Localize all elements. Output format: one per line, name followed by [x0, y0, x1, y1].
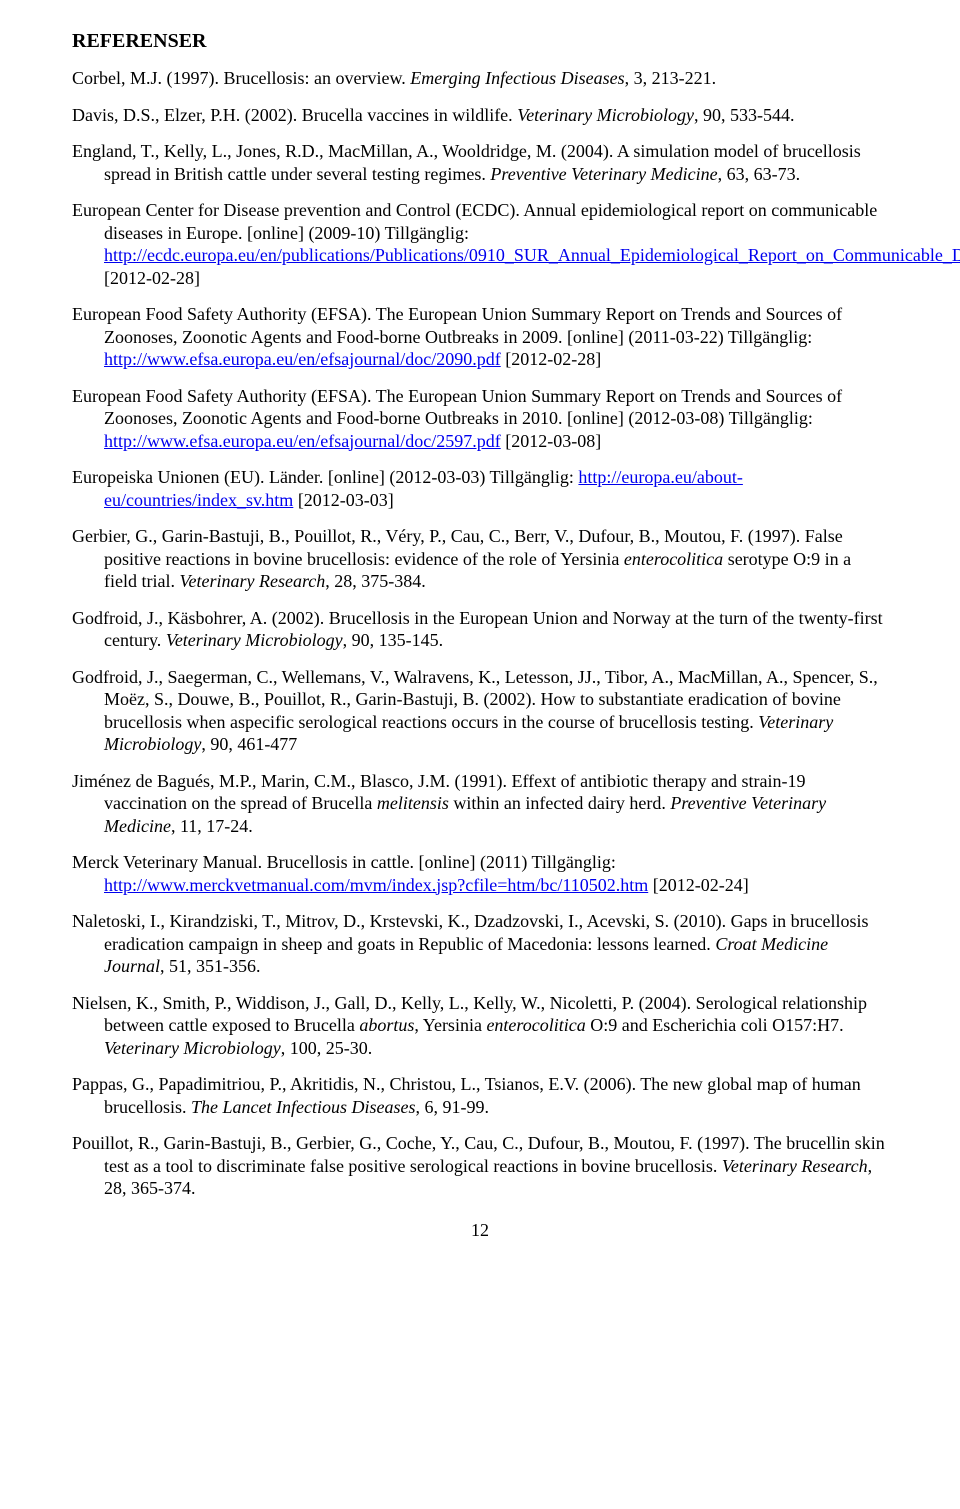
reference-text: [2012-03-03]	[293, 490, 393, 510]
reference-item: Pouillot, R., Garin-Bastuji, B., Gerbier…	[72, 1132, 888, 1200]
reference-text: Godfroid, J., Saegerman, C., Wellemans, …	[72, 667, 878, 732]
reference-link[interactable]: http://www.merckvetmanual.com/mvm/index.…	[104, 875, 648, 895]
reference-italic: Veterinary Research	[722, 1156, 868, 1176]
reference-text: [2012-02-28]	[104, 268, 200, 288]
reference-text: European Food Safety Authority (EFSA). T…	[72, 386, 842, 429]
reference-text: , 3, 213-221.	[625, 68, 717, 88]
reference-italic: Veterinary Microbiology	[104, 1038, 281, 1058]
reference-italic: abortus	[359, 1015, 414, 1035]
reference-italic: Emerging Infectious Diseases	[410, 68, 624, 88]
reference-text: , Yersinia	[414, 1015, 486, 1035]
reference-text: within an infected dairy herd.	[449, 793, 670, 813]
page-content: REFERENSER Corbel, M.J. (1997). Brucello…	[0, 0, 960, 1271]
reference-item: European Center for Disease prevention a…	[72, 199, 888, 289]
reference-italic: Veterinary Research	[179, 571, 325, 591]
reference-item: England, T., Kelly, L., Jones, R.D., Mac…	[72, 140, 888, 185]
reference-text: , 100, 25-30.	[281, 1038, 373, 1058]
section-heading: REFERENSER	[72, 30, 888, 53]
reference-text: , 90, 533-544.	[694, 105, 795, 125]
reference-text: [2012-02-24]	[648, 875, 748, 895]
reference-text: European Food Safety Authority (EFSA). T…	[72, 304, 842, 347]
reference-item: Europeiska Unionen (EU). Länder. [online…	[72, 466, 888, 511]
reference-text: Davis, D.S., Elzer, P.H. (2002). Brucell…	[72, 105, 517, 125]
reference-italic: melitensis	[377, 793, 449, 813]
reference-item: Davis, D.S., Elzer, P.H. (2002). Brucell…	[72, 104, 888, 127]
reference-item: Godfroid, J., Käsbohrer, A. (2002). Bruc…	[72, 607, 888, 652]
references-list: Corbel, M.J. (1997). Brucellosis: an ove…	[72, 67, 888, 1200]
reference-text: Merck Veterinary Manual. Brucellosis in …	[72, 852, 616, 872]
reference-text: O:9 and Escherichia coli O157:H7.	[586, 1015, 844, 1035]
reference-text: , 90, 135-145.	[343, 630, 444, 650]
reference-item: Naletoski, I., Kirandziski, T., Mitrov, …	[72, 910, 888, 978]
reference-italic: Veterinary Microbiology	[166, 630, 343, 650]
reference-italic: enterocolitica	[624, 549, 723, 569]
reference-item: European Food Safety Authority (EFSA). T…	[72, 303, 888, 371]
reference-text: , 51, 351-356.	[160, 956, 261, 976]
reference-item: Godfroid, J., Saegerman, C., Wellemans, …	[72, 666, 888, 756]
reference-item: Nielsen, K., Smith, P., Widdison, J., Ga…	[72, 992, 888, 1060]
reference-text: , 63, 63-73.	[718, 164, 801, 184]
reference-item: Gerbier, G., Garin-Bastuji, B., Pouillot…	[72, 525, 888, 593]
reference-link[interactable]: http://www.efsa.europa.eu/en/efsajournal…	[104, 431, 501, 451]
reference-text: [2012-02-28]	[501, 349, 601, 369]
reference-text: Europeiska Unionen (EU). Länder. [online…	[72, 467, 578, 487]
reference-italic: Preventive Veterinary Medicine	[490, 164, 717, 184]
reference-link[interactable]: http://www.efsa.europa.eu/en/efsajournal…	[104, 349, 501, 369]
reference-item: Pappas, G., Papadimitriou, P., Akritidis…	[72, 1073, 888, 1118]
reference-text: , 11, 17-24.	[171, 816, 253, 836]
reference-item: Corbel, M.J. (1997). Brucellosis: an ove…	[72, 67, 888, 90]
reference-item: European Food Safety Authority (EFSA). T…	[72, 385, 888, 453]
reference-text: Corbel, M.J. (1997). Brucellosis: an ove…	[72, 68, 410, 88]
reference-link[interactable]: http://ecdc.europa.eu/en/publications/Pu…	[104, 245, 960, 265]
reference-text: , 90, 461-477	[201, 734, 297, 754]
reference-italic: Veterinary Microbiology	[517, 105, 694, 125]
reference-item: Merck Veterinary Manual. Brucellosis in …	[72, 851, 888, 896]
reference-italic: The Lancet Infectious Diseases	[191, 1097, 415, 1117]
reference-text: [2012-03-08]	[501, 431, 601, 451]
reference-item: Jiménez de Bagués, M.P., Marin, C.M., Bl…	[72, 770, 888, 838]
reference-text: , 6, 91-99.	[415, 1097, 489, 1117]
reference-text: , 28, 375-384.	[325, 571, 426, 591]
reference-text: European Center for Disease prevention a…	[72, 200, 877, 243]
reference-italic: enterocolitica	[486, 1015, 585, 1035]
page-number: 12	[72, 1220, 888, 1241]
